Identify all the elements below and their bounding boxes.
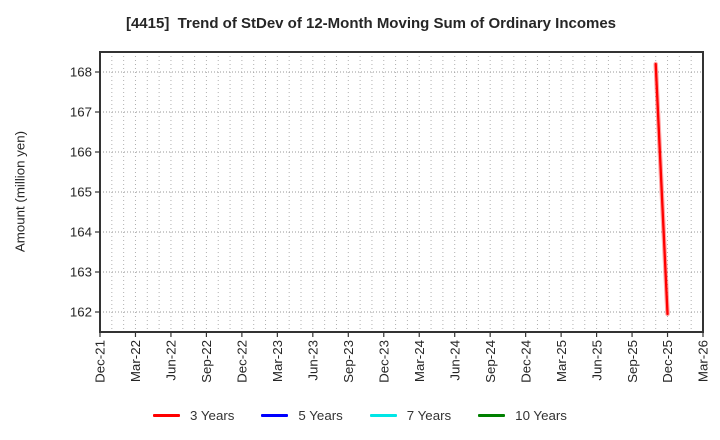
legend-line-swatch — [153, 414, 181, 418]
legend-label: 7 Years — [406, 408, 452, 424]
y-tick-label: 164 — [70, 225, 92, 240]
x-tick-label: Sep-25 — [625, 340, 640, 383]
x-tick-label: Sep-22 — [199, 340, 214, 383]
chart-title: [4415] Trend of StDev of 12-Month Moving… — [125, 15, 617, 32]
x-tick-label: Jun-23 — [306, 340, 321, 381]
x-tick-label: Sep-23 — [341, 340, 356, 383]
y-tick-label: 166 — [70, 145, 92, 160]
legend-item-7-years: 7 Years — [369, 408, 452, 424]
x-tick-label: Jun-22 — [164, 340, 179, 381]
legend-label: 10 Years — [515, 408, 567, 424]
legend-label: 3 Years — [190, 408, 235, 424]
x-tick-label: Mar-25 — [554, 340, 569, 382]
x-tick-label: Mar-23 — [270, 340, 285, 382]
legend-item-5-years: 5 Years — [261, 408, 343, 424]
x-tick-label: Dec-22 — [235, 340, 250, 383]
y-tick-label: 162 — [70, 305, 92, 320]
x-tick-label: Jun-25 — [589, 340, 604, 381]
series-line-3-years — [654, 62, 669, 316]
legend-label: 5 Years — [298, 408, 343, 424]
legend-line-swatch — [261, 414, 289, 418]
y-tick-label: 163 — [70, 265, 92, 280]
x-tick-label: Sep-24 — [483, 340, 498, 383]
legend-line-swatch — [478, 414, 506, 418]
x-tick-label: Jun-24 — [447, 340, 462, 381]
legend-line-swatch — [369, 414, 397, 418]
y-tick-label: 168 — [70, 65, 92, 80]
x-tick-label: Dec-25 — [660, 340, 675, 383]
y-tick-label: 165 — [70, 185, 92, 200]
x-tick-label: Mar-24 — [412, 340, 427, 382]
legend-item-3-years: 3 Years — [153, 408, 235, 424]
y-tick-label: 167 — [70, 105, 92, 120]
x-tick-label: Dec-23 — [376, 340, 391, 383]
x-tick-label: Dec-21 — [93, 340, 108, 383]
chart-legend: 3 Years 5 Years 7 Years 10 Years — [0, 404, 720, 428]
x-tick-label: Dec-24 — [518, 340, 533, 383]
x-tick-label: Mar-22 — [128, 340, 143, 382]
legend-item-10-years: 10 Years — [478, 408, 567, 424]
x-tick-label: Mar-26 — [696, 340, 711, 382]
